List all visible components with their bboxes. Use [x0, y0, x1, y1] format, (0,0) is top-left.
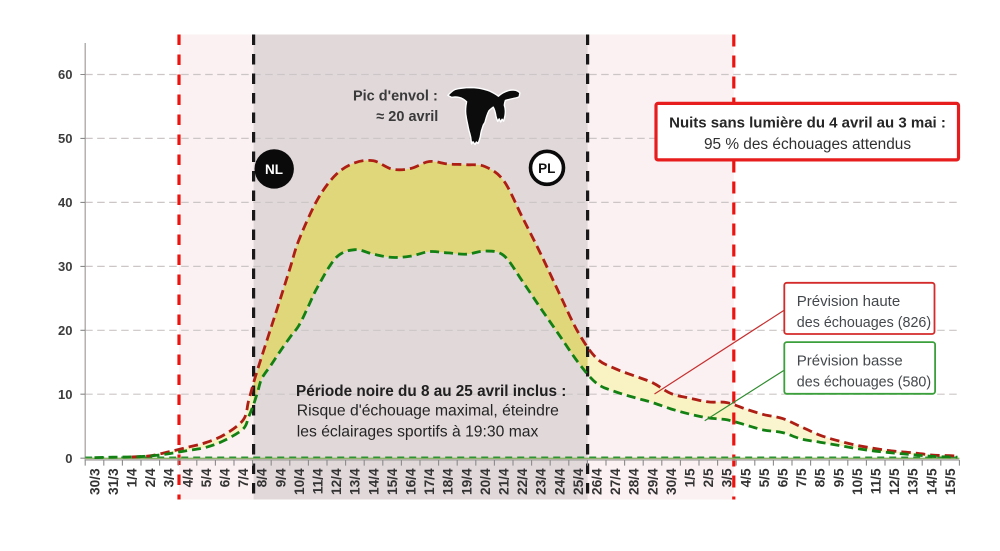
- svg-text:2/5: 2/5: [701, 468, 716, 487]
- svg-text:40: 40: [58, 195, 72, 210]
- svg-text:11/5: 11/5: [869, 468, 884, 494]
- svg-text:29/4: 29/4: [645, 468, 660, 495]
- svg-text:23/4: 23/4: [534, 468, 549, 495]
- svg-text:27/4: 27/4: [608, 468, 623, 495]
- svg-text:11/4: 11/4: [311, 468, 326, 494]
- svg-text:Pic d'envol :: Pic d'envol :: [353, 88, 438, 104]
- svg-text:1/5: 1/5: [683, 468, 698, 487]
- svg-text:5/5: 5/5: [757, 468, 772, 487]
- svg-text:4/5: 4/5: [738, 468, 753, 487]
- svg-text:20/4: 20/4: [478, 468, 493, 495]
- svg-text:6/4: 6/4: [218, 468, 233, 487]
- svg-text:6/5: 6/5: [776, 468, 791, 487]
- svg-text:15/5: 15/5: [943, 468, 958, 495]
- svg-text:13/4: 13/4: [348, 468, 363, 495]
- svg-text:3/4: 3/4: [162, 468, 177, 487]
- svg-text:Risque d'échouage maximal, éte: Risque d'échouage maximal, éteindre: [297, 403, 559, 420]
- svg-text:28/4: 28/4: [627, 468, 642, 495]
- svg-text:NL: NL: [265, 162, 283, 177]
- svg-text:14/5: 14/5: [924, 468, 939, 495]
- svg-text:9/5: 9/5: [831, 468, 846, 487]
- svg-text:15/4: 15/4: [385, 468, 400, 495]
- svg-text:30/4: 30/4: [664, 468, 679, 495]
- svg-text:30/3: 30/3: [87, 468, 102, 495]
- svg-text:50: 50: [58, 131, 72, 146]
- svg-text:Prévision haute: Prévision haute: [797, 293, 900, 310]
- svg-text:≈ 20 avril: ≈ 20 avril: [376, 109, 438, 125]
- svg-text:les éclairages sportifs à 19:3: les éclairages sportifs à 19:30 max: [297, 424, 539, 441]
- svg-text:3/5: 3/5: [720, 468, 735, 487]
- svg-text:1/4: 1/4: [125, 468, 140, 487]
- svg-text:PL: PL: [538, 161, 555, 176]
- svg-text:9/4: 9/4: [273, 468, 288, 487]
- svg-text:22/4: 22/4: [515, 468, 530, 495]
- svg-text:19/4: 19/4: [459, 468, 474, 495]
- svg-text:Période noire du 8 au 25 avril: Période noire du 8 au 25 avril inclus :: [296, 383, 566, 400]
- svg-text:30: 30: [58, 259, 72, 274]
- svg-text:31/3: 31/3: [106, 468, 121, 495]
- svg-text:10/4: 10/4: [292, 468, 307, 495]
- svg-text:14/4: 14/4: [366, 468, 381, 495]
- svg-text:24/4: 24/4: [552, 468, 567, 495]
- svg-text:8/4: 8/4: [255, 468, 270, 487]
- svg-text:4/4: 4/4: [180, 468, 195, 487]
- svg-text:10/5: 10/5: [850, 468, 865, 495]
- svg-text:13/5: 13/5: [906, 468, 921, 495]
- svg-text:des échouages (826): des échouages (826): [797, 315, 931, 331]
- svg-text:17/4: 17/4: [422, 468, 437, 495]
- svg-text:des échouages (580): des échouages (580): [797, 375, 931, 391]
- svg-text:16/4: 16/4: [404, 468, 419, 495]
- svg-text:12/5: 12/5: [887, 468, 902, 495]
- svg-text:Nuits sans lumière du 4 avril: Nuits sans lumière du 4 avril au 3 mai :: [669, 115, 946, 132]
- svg-text:8/5: 8/5: [813, 468, 828, 487]
- svg-text:95 % des échouages attendus: 95 % des échouages attendus: [704, 136, 911, 153]
- svg-text:21/4: 21/4: [497, 468, 512, 495]
- svg-text:10: 10: [58, 387, 72, 402]
- svg-text:0: 0: [65, 451, 72, 466]
- svg-text:12/4: 12/4: [329, 468, 344, 495]
- svg-text:60: 60: [58, 67, 72, 82]
- svg-text:25/4: 25/4: [571, 468, 586, 495]
- svg-text:7/4: 7/4: [236, 468, 251, 487]
- svg-text:2/4: 2/4: [143, 468, 158, 487]
- svg-text:5/4: 5/4: [199, 468, 214, 487]
- svg-text:20: 20: [58, 323, 72, 338]
- svg-text:Prévision basse: Prévision basse: [797, 353, 903, 370]
- svg-text:7/5: 7/5: [794, 468, 809, 487]
- svg-text:26/4: 26/4: [590, 468, 605, 495]
- svg-text:18/4: 18/4: [441, 468, 456, 495]
